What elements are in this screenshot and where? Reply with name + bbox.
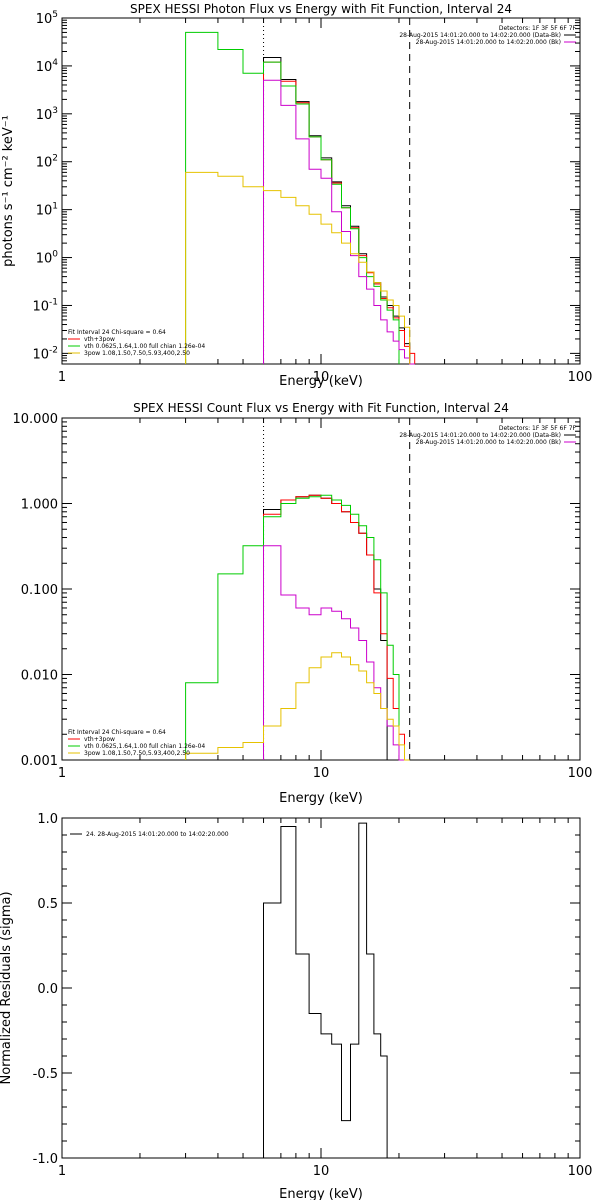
count-legend-vth: vth 0.0625,1.64,1.00 full chian 1.26e-04 (84, 743, 205, 750)
photon-x-tick-label: 100 (568, 370, 593, 385)
count-y-tick-label: 1.000 (21, 498, 58, 513)
count-legend-3pow: 3pow 1.08,1.50,7.50,5.93,400,2.50 (84, 750, 190, 757)
count-y-tick-label: 0.001 (21, 754, 58, 769)
count-y-tick-label: 0.100 (21, 583, 58, 598)
residuals-histogram-line (263, 822, 388, 1158)
residuals-y-tick-label: -0.5 (33, 1067, 58, 1082)
photon-series-1-line (263, 61, 416, 364)
photon-x-tick-label: 1 (58, 370, 66, 385)
count-bk-interval-text: 28-Aug-2015 14:01:20.000 to 14:02:20.000… (416, 439, 561, 446)
photon-y-axis-label: photons s⁻¹ cm⁻² keV⁻¹ (1, 115, 16, 267)
count-data-interval-text: 28-Aug-2015 14:01:20.000 to 14:02:20.000… (399, 432, 561, 439)
count-x-tick-label: 10 (313, 766, 330, 781)
residuals-x-axis-label: Energy (keV) (279, 1187, 363, 1200)
photon-detectors-text: Detectors: 1F 3F 5F 6F 7F (499, 25, 577, 32)
count-axis-ticks: 1 10 100 0.001 0.010 0.100 1.000 10.000 (13, 412, 593, 781)
count-chart-title: SPEX HESSI Count Flux vs Energy with Fit… (133, 401, 509, 415)
residuals-y-tick-label: -1.0 (33, 1152, 58, 1167)
residuals-legend-text: 24. 28-Aug-2015 14:01:20.000 to 14:02:20… (86, 831, 229, 838)
count-series-2-line (185, 494, 400, 760)
residuals-series (263, 822, 388, 1158)
photon-chart-title: SPEX HESSI Photon Flux vs Energy with Fi… (130, 2, 512, 16)
photon-series-4-line (185, 171, 411, 364)
count-series-3-line (263, 545, 405, 761)
photon-header: Detectors: 1F 3F 5F 6F 7F 28-Aug-2015 14… (399, 25, 576, 46)
count-series-1-line (263, 494, 405, 760)
photon-legend-total: vth+3pow (84, 336, 115, 343)
photon-series-3-line (263, 79, 415, 365)
count-legend: Fit Interval 24 Chi-square = 0.64 vth+3p… (68, 729, 205, 757)
photon-series-2-line (185, 31, 400, 364)
photon-legend-3pow: 3pow 1.08,1.50,7.50,5.93,400,2.50 (84, 350, 190, 357)
residuals-x-tick-label: 100 (568, 1164, 593, 1179)
count-legend-total: vth+3pow (84, 736, 115, 743)
photon-fit-info: Fit Interval 24 Chi-square = 0.64 (68, 329, 166, 336)
photon-x-axis-label: Energy (keV) (279, 374, 363, 389)
photon-flux-panel: SPEX HESSI Photon Flux vs Energy with Fi… (1, 2, 592, 389)
residuals-y-tick-label: 1.0 (37, 812, 58, 827)
residuals-y-tick-label: 0.0 (37, 982, 58, 997)
count-x-axis-label: Energy (keV) (279, 791, 363, 806)
count-flux-panel: SPEX HESSI Count Flux vs Energy with Fit… (13, 401, 593, 806)
count-x-tick-label: 1 (58, 766, 66, 781)
count-x-tick-label: 100 (568, 766, 593, 781)
residuals-y-axis-label: Normalized Residuals (sigma) (0, 891, 14, 1084)
count-series-4-line (185, 652, 410, 761)
photon-x-tick-label: 10 (313, 370, 330, 385)
photon-legend-vth: vth 0.0625,1.64,1.00 full chian 1.26e-04 (84, 343, 205, 350)
residuals-axis-ticks: 1 10 100 -1.0 -0.5 0.0 0.5 1.0 (33, 812, 593, 1179)
photon-legend: Fit Interval 24 Chi-square = 0.64 vth+3p… (68, 329, 205, 357)
count-y-tick-label: 0.010 (21, 669, 58, 684)
residuals-legend: 24. 28-Aug-2015 14:01:20.000 to 14:02:20… (70, 831, 229, 838)
residuals-panel: Energy (keV) Normalized Residuals (sigma… (0, 812, 592, 1200)
count-header: Detectors: 1F 3F 5F 6F 7F 28-Aug-2015 14… (399, 425, 576, 446)
count-detectors-text: Detectors: 1F 3F 5F 6F 7F (499, 425, 577, 432)
photon-data-interval-text: 28-Aug-2015 14:01:20.000 to 14:02:20.000… (399, 32, 561, 39)
residuals-x-tick-label: 10 (313, 1164, 330, 1179)
photon-bk-interval-text: 28-Aug-2015 14:01:20.000 to 14:02:20.000… (416, 39, 561, 46)
residuals-x-tick-label: 1 (58, 1164, 66, 1179)
photon-series (185, 31, 416, 365)
count-y-tick-label: 10.000 (13, 412, 59, 427)
residuals-y-tick-label: 0.5 (37, 897, 58, 912)
count-series (185, 494, 410, 761)
count-fit-info: Fit Interval 24 Chi-square = 0.64 (68, 729, 166, 736)
